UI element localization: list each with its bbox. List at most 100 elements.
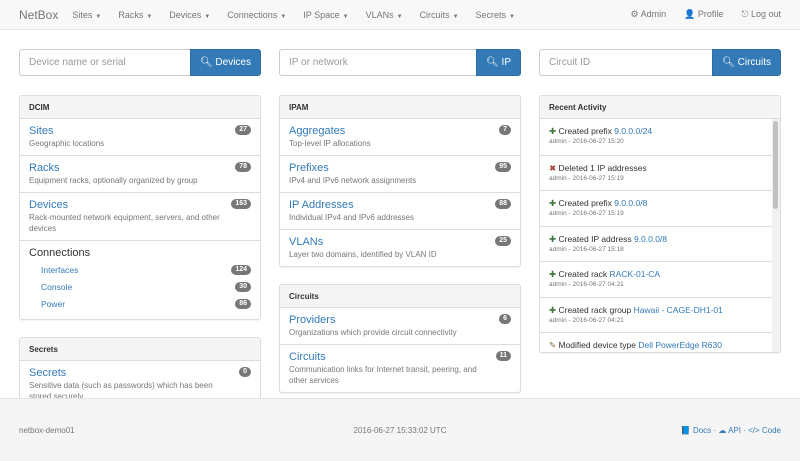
activity-text: ✚ Created prefix 9.0.0.0/8 xyxy=(549,197,763,209)
dcim-link-sites[interactable]: Sites xyxy=(29,125,54,137)
user-icon: 👤 xyxy=(684,9,698,19)
activity-text: ✎ Modified device type Dell PowerEdge R6… xyxy=(549,339,763,351)
nav-menu-secrets[interactable]: Secrets ▼ xyxy=(475,9,515,20)
connections-link-interfaces[interactable]: Interfaces 124 xyxy=(29,262,251,279)
nav-log-out[interactable]: ⎋ Log out xyxy=(741,9,781,20)
activity-link[interactable]: Dell PowerEdge R630 xyxy=(638,340,722,350)
circuit-search: 🔍︎ Circuits xyxy=(539,49,781,76)
circuits-link-circuits[interactable]: Circuits xyxy=(289,351,326,363)
count-badge: 11 xyxy=(495,351,511,361)
circuits-list: Providers Organizations which provide cir… xyxy=(280,308,520,392)
separator: · xyxy=(740,425,749,435)
nav-menu-devices[interactable]: Devices ▼ xyxy=(169,9,211,20)
recent-activity-list: ✚ Created prefix 9.0.0.0/24 admin - 2016-… xyxy=(540,119,780,352)
item-description: Organizations which provide circuit conn… xyxy=(289,328,457,337)
brand-logo[interactable]: NetBox xyxy=(19,7,59,22)
plus-icon: ✚ xyxy=(549,126,559,136)
list-item: IP Addresses Individual IPv4 and IPv6 add… xyxy=(280,192,520,229)
activity-text: ✖ Deleted 1 IP addresses xyxy=(549,162,763,174)
ip-search-button[interactable]: 🔍︎ IP xyxy=(476,49,521,76)
caret-down-icon: ▼ xyxy=(146,13,153,20)
circuits-panel: Circuits Providers Organizations which pro… xyxy=(279,284,521,393)
device-search-input[interactable] xyxy=(19,49,190,76)
scrollbar[interactable] xyxy=(772,119,780,352)
activity-meta: admin - 2016-06-27 15:20 xyxy=(549,138,624,145)
connections-link-console[interactable]: Console 30 xyxy=(29,279,251,296)
nav-menu-connections[interactable]: Connections ▼ xyxy=(227,9,287,20)
navbar: NetBox Sites ▼ Racks ▼ Devices ▼ Connections ▼ I… xyxy=(0,0,800,30)
code-icon: </> xyxy=(748,425,762,435)
secrets-panel-heading: Secrets xyxy=(20,338,260,361)
item-description: Equipment racks, optionally organized by… xyxy=(29,176,198,185)
nav-admin[interactable]: ⚙ Admin xyxy=(631,9,667,20)
item-description: Layer two domains, identified by VLAN ID xyxy=(289,250,437,259)
item-description: Geographic locations xyxy=(29,139,105,148)
ipam-link-ip-addresses[interactable]: IP Addresses xyxy=(289,199,354,211)
count-badge: 25 xyxy=(495,236,511,246)
item-description: Rack-mounted network equipment, servers,… xyxy=(29,213,220,233)
circuit-search-input[interactable] xyxy=(539,49,713,76)
book-icon: 📘 xyxy=(680,425,693,435)
nav-menu-sites[interactable]: Sites ▼ xyxy=(72,9,102,20)
count-badge: 95 xyxy=(495,162,511,172)
dcim-panel-heading: DCIM xyxy=(20,96,260,119)
nav-menu-vlans[interactable]: VLANs ▼ xyxy=(365,9,403,20)
activity-link[interactable]: 9.0.0.0/8 xyxy=(633,233,668,244)
nav-profile[interactable]: 👤 Profile xyxy=(684,9,723,20)
recent-activity-panel: Recent Activity ✚ Created prefix 9.0.0.0/… xyxy=(539,95,781,353)
list-item: Prefixes IPv4 and IPv6 network assignment… xyxy=(280,155,520,192)
circuits-link-providers[interactable]: Providers xyxy=(289,314,336,326)
activity-link[interactable]: 9.0.0.0/24 xyxy=(614,126,653,136)
activity-action: Created rack xyxy=(558,269,610,279)
ipam-link-aggregates[interactable]: Aggregates xyxy=(289,125,346,137)
secrets-link-secrets[interactable]: Secrets xyxy=(29,367,67,379)
dcim-link-devices[interactable]: Devices xyxy=(29,199,69,211)
activity-link[interactable]: RACK-01-CA xyxy=(609,269,661,279)
activity-link[interactable]: Hawaii - CAGE-DH1-01 xyxy=(633,304,723,315)
dcim-link-racks[interactable]: Racks xyxy=(29,162,60,174)
dcim-panel: DCIM Sites Geographic locations 27 Racks Equi… xyxy=(19,95,261,320)
search-icon: 🔍︎ xyxy=(199,57,216,68)
search-icon: 🔍︎ xyxy=(486,57,502,68)
footer-link-docs[interactable]: 📘 Docs xyxy=(681,426,711,435)
footer-link-api[interactable]: ☁ API xyxy=(718,426,741,435)
count-badge: 163 xyxy=(231,199,251,209)
caret-down-icon: ▼ xyxy=(509,13,515,20)
count-badge: 86 xyxy=(235,299,251,309)
footer-link-code[interactable]: </> Code xyxy=(748,426,781,435)
ipam-link-vlans[interactable]: VLANs xyxy=(289,236,324,248)
caret-down-icon: ▼ xyxy=(95,13,102,20)
connections-link-power[interactable]: Power 86 xyxy=(29,296,251,313)
activity-text: ✚ Created rack RACK-01-CA xyxy=(549,268,763,280)
ipam-link-prefixes[interactable]: Prefixes xyxy=(289,162,329,174)
caret-down-icon: ▼ xyxy=(342,13,349,20)
pencil-icon: ✎ xyxy=(549,340,559,350)
x-icon: ✖ xyxy=(549,162,559,173)
activity-action: Deleted 1 IP addresses xyxy=(558,162,647,173)
activity-meta: admin - 2016-06-27 04:21 xyxy=(549,281,624,288)
list-item: Racks Equipment racks, optionally organiz… xyxy=(20,155,260,192)
connections-heading: Connections xyxy=(29,247,91,259)
count-badge: 6 xyxy=(499,314,511,324)
nav-menu-racks[interactable]: Racks ▼ xyxy=(118,9,153,20)
list-item: VLANs Layer two domains, identified by VL… xyxy=(280,229,520,266)
secrets-list: Secrets Sensitive data (such as passwords… xyxy=(20,361,260,408)
circuit-search-button[interactable]: 🔍︎ Circuits xyxy=(712,49,781,76)
activity-link[interactable]: 9.0.0.0/8 xyxy=(614,198,648,208)
activity-action: Created IP address xyxy=(558,233,634,244)
list-item: Circuits Communication links for Internet… xyxy=(280,344,520,392)
activity-action: Created prefix xyxy=(558,198,615,208)
activity-item: ✎ Modified device type Dell PowerEdge R6… xyxy=(540,332,772,352)
item-description: Communication links for Internet transit… xyxy=(289,365,477,385)
scrollbar-thumb[interactable] xyxy=(773,121,778,209)
nav-menu-ip-space[interactable]: IP Space ▼ xyxy=(303,9,349,20)
ip-search-input[interactable] xyxy=(279,49,477,76)
count-badge: 0 xyxy=(239,367,251,377)
device-search-button[interactable]: 🔍︎ Devices xyxy=(189,49,261,76)
nav-label: Admin xyxy=(640,9,667,19)
nav-menu-circuits[interactable]: Circuits ▼ xyxy=(419,9,459,20)
caret-down-icon: ▼ xyxy=(452,13,459,20)
activity-text: ✚ Created rack group Hawaii - CAGE-DH1-0… xyxy=(549,304,763,316)
count-badge: 27 xyxy=(235,125,251,135)
connections-item: Connections Interfaces 124 Console 30 Power 86 xyxy=(20,240,260,319)
